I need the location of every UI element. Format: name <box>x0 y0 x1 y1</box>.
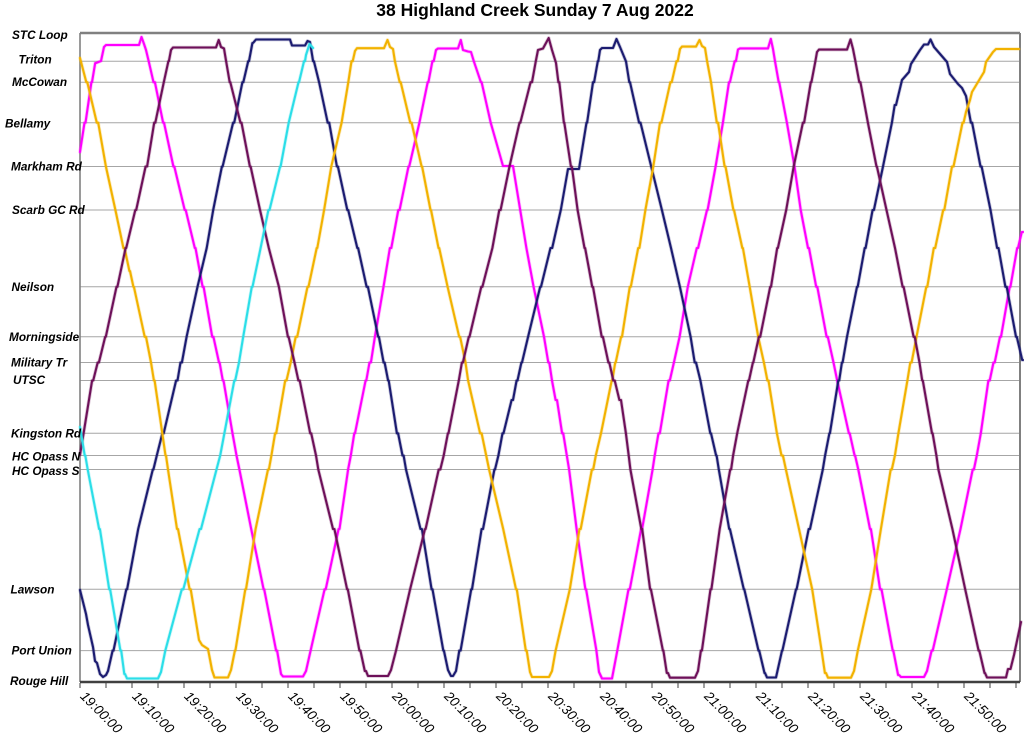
svg-text:Morningside: Morningside <box>9 330 80 344</box>
svg-text:Lawson: Lawson <box>11 582 55 596</box>
svg-text:Kingston Rd: Kingston Rd <box>11 427 82 441</box>
svg-text:Markham Rd: Markham Rd <box>11 160 83 174</box>
svg-text:Triton: Triton <box>19 53 52 67</box>
svg-text:Port Union: Port Union <box>12 644 72 658</box>
svg-text:Bellamy: Bellamy <box>5 117 52 131</box>
svg-text:STC Loop: STC Loop <box>12 28 68 42</box>
svg-text:Rouge Hill: Rouge Hill <box>10 674 69 688</box>
svg-text:HC Opass N: HC Opass N <box>12 450 81 464</box>
svg-text:Neilson: Neilson <box>12 280 55 294</box>
svg-text:HC Opass S: HC Opass S <box>12 464 80 478</box>
svg-text:38 Highland Creek Sunday 7 Aug: 38 Highland Creek Sunday 7 Aug 2022 <box>376 0 694 20</box>
svg-text:Scarb GC Rd: Scarb GC Rd <box>12 203 86 217</box>
svg-text:UTSC: UTSC <box>13 373 46 387</box>
svg-text:McCowan: McCowan <box>12 75 67 89</box>
svg-text:Military Tr: Military Tr <box>11 355 69 369</box>
